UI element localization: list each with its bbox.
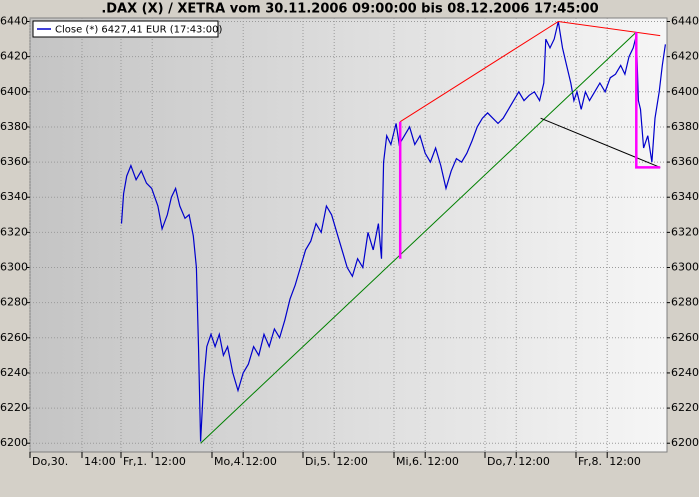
trend-line xyxy=(200,31,637,444)
trend-line xyxy=(399,20,661,123)
x-tick-label: 12:00 xyxy=(427,455,459,468)
x-tick-label: Mi,6. xyxy=(396,455,423,468)
y-tick-label: 6280 xyxy=(671,296,699,309)
y-tick-label: 6340 xyxy=(671,190,699,203)
x-tick-label: Fr,1. xyxy=(123,455,147,468)
y-tick-label: 6420 xyxy=(671,50,699,63)
y-tick-label: 6380 xyxy=(671,120,699,133)
x-tick-label: 12:00 xyxy=(609,455,641,468)
x-tick-label: Do,30. xyxy=(32,455,68,468)
y-tick-label: 6360 xyxy=(671,155,699,168)
y-tick-label: 6380 xyxy=(0,120,28,133)
y-tick-label: 6260 xyxy=(671,331,699,344)
x-tick-label: Di,5. xyxy=(305,455,331,468)
y-tick-label: 6300 xyxy=(671,261,699,274)
y-tick-label: 6220 xyxy=(0,401,28,414)
y-tick-label: 6440 xyxy=(0,15,28,28)
legend-label: Close (*) 6427,41 EUR (17:43:00) xyxy=(55,25,223,36)
trend-line xyxy=(540,117,661,168)
y-tick-label: 6320 xyxy=(0,225,28,238)
y-tick-label: 6340 xyxy=(0,190,28,203)
y-tick-label: 6280 xyxy=(0,296,28,309)
y-tick-label: 6260 xyxy=(0,331,28,344)
x-tick-label: 12:00 xyxy=(518,455,550,468)
y-tick-label: 6240 xyxy=(0,366,28,379)
y-tick-label: 6220 xyxy=(671,401,699,414)
chart-title: .DAX (X) / XETRA vom 30.11.2006 09:00:00… xyxy=(101,2,598,17)
x-tick-label: Do,7. xyxy=(487,455,516,468)
y-tick-label: 6200 xyxy=(0,436,28,449)
y-tick-label: 6240 xyxy=(671,366,699,379)
y-tick-label: 6320 xyxy=(671,225,699,238)
x-tick-label: Fr,8. xyxy=(578,455,602,468)
x-tick-label: 12:00 xyxy=(154,455,186,468)
x-tick-label: 14:00 xyxy=(84,455,116,468)
y-tick-label: 6200 xyxy=(671,436,699,449)
price-line xyxy=(120,21,666,442)
y-tick-label: 6300 xyxy=(0,261,28,274)
y-tick-label: 6420 xyxy=(0,50,28,63)
x-tick-label: Mo,4. xyxy=(214,455,244,468)
x-tick-label: 12:00 xyxy=(336,455,368,468)
y-tick-label: 6360 xyxy=(0,155,28,168)
x-tick-label: 12:00 xyxy=(245,455,277,468)
y-tick-label: 6440 xyxy=(671,15,699,28)
trend-line xyxy=(635,32,661,169)
y-tick-label: 6400 xyxy=(0,85,28,98)
legend: Close (*) 6427,41 EUR (17:43:00) xyxy=(32,20,223,38)
legend-box xyxy=(32,20,219,38)
plot-area xyxy=(29,17,668,453)
y-tick-label: 6400 xyxy=(671,85,699,98)
